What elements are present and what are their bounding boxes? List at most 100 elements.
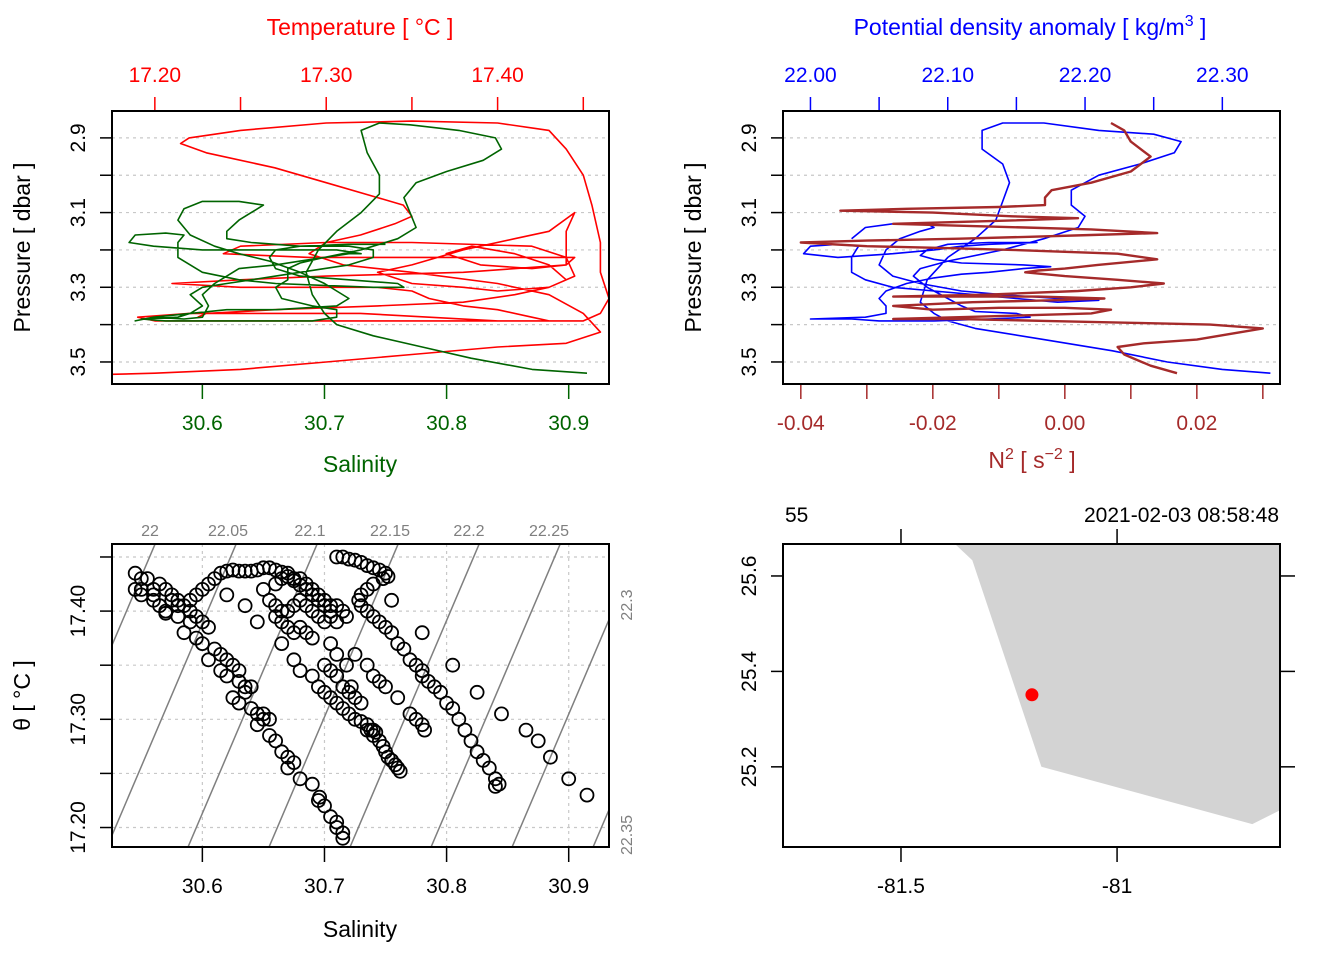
ts-point	[457, 722, 473, 738]
pressure-tick-label: 3.1	[67, 198, 90, 227]
ts-point	[292, 771, 308, 787]
ts-point	[414, 625, 430, 641]
isopycnal-label: 22.25	[529, 523, 569, 540]
ts-point	[543, 749, 558, 765]
ts-point	[280, 603, 296, 619]
isopycnal-label: 22.05	[208, 523, 248, 540]
ts-point	[353, 695, 369, 711]
density-axis-title-main: Potential density anomaly [ kg/m	[854, 14, 1185, 40]
ts-point	[170, 598, 186, 614]
ts-x-tick-label: 30.9	[548, 875, 589, 898]
isopycnal-label: 22.2	[453, 523, 484, 540]
ts-point	[392, 763, 408, 779]
bottom_axis-tick-label: 30.6	[182, 412, 223, 435]
ts-point	[329, 814, 345, 830]
isopycnal-line	[349, 544, 481, 847]
density-axis-title-sup: 3	[1185, 13, 1194, 30]
ts-point	[339, 657, 354, 673]
ts-point	[329, 668, 345, 684]
ts-point	[201, 619, 216, 635]
ts-point	[335, 825, 351, 841]
ts-point	[445, 657, 461, 673]
ts-point	[170, 609, 186, 624]
ts-point	[292, 663, 308, 678]
isopycnal-line	[268, 544, 399, 847]
density-axis-title-end: ]	[1194, 14, 1207, 40]
ts-point	[390, 690, 406, 706]
ts-point	[323, 636, 339, 651]
lat-tick-label: 25.4	[738, 651, 761, 692]
density-profile-line	[802, 122, 1271, 374]
ts-point	[347, 552, 363, 568]
pressure-tick-label: 3.5	[738, 347, 761, 376]
pressure-tick-label: 2.9	[67, 123, 90, 152]
n2-axis-title-sup: 2	[1005, 446, 1014, 463]
top_axis-tick-label: 22.00	[784, 64, 837, 87]
ts-point	[231, 695, 247, 711]
isopycnal-label: 22.35	[619, 815, 636, 855]
ts-point	[329, 614, 345, 630]
ts-x-axis-title: Salinity	[323, 916, 398, 942]
n2-axis-title-end: ]	[1063, 447, 1076, 473]
ts-point	[396, 641, 412, 657]
panel-ts-diagram-frame	[111, 543, 610, 848]
ts-point	[414, 663, 430, 678]
ts-point	[365, 722, 381, 738]
isopycnal-label: 22.3	[619, 589, 636, 620]
pressure-tick-label: 3.3	[738, 273, 761, 302]
ts-point	[249, 614, 265, 630]
ts-point	[237, 598, 253, 614]
pressure-tick-label: 3.1	[738, 198, 761, 227]
ts-point	[133, 582, 149, 597]
ts-point	[347, 711, 363, 727]
bottom_axis-tick-label: -0.04	[777, 412, 825, 435]
n2-axis-title-sup2: −2	[1045, 446, 1063, 463]
ts-point	[312, 789, 328, 805]
ts-y-tick-label: 17.40	[67, 585, 90, 638]
isopycnal-line	[592, 807, 609, 847]
isopycnal-label: 22	[141, 523, 159, 540]
ts-point	[487, 779, 503, 794]
pressure-axis-title: Pressure [ dbar ]	[680, 162, 706, 332]
panel-station-map: -81.5 -81 25.2 25.4 25.6 55 2021-02-03 08:58:4…	[738, 504, 1295, 898]
salinity-axis-title: Salinity	[323, 451, 398, 477]
pressure-axis-title: Pressure [ dbar ]	[9, 162, 35, 332]
ts-point	[133, 571, 149, 586]
ts-point	[304, 776, 320, 792]
ts-point	[219, 587, 235, 603]
station-marker	[1025, 688, 1039, 702]
top_axis-tick-label: 17.30	[300, 64, 353, 87]
top_axis-tick-label: 17.20	[129, 64, 182, 87]
ts-point	[139, 571, 155, 586]
ts-point	[335, 830, 351, 846]
bottom_axis-tick-label: -0.02	[909, 412, 957, 435]
pressure-tick-label: 3.5	[67, 347, 90, 376]
ts-point	[194, 636, 210, 651]
temperature-profile-line	[112, 120, 609, 376]
land-polygon	[955, 544, 1280, 825]
top_axis-tick-label: 22.10	[921, 64, 974, 87]
top_axis-tick-label: 17.40	[471, 64, 524, 87]
panel-density-profile: 2.9 3.1 3.3 3.5 Pressure [ dbar ] 22.00 22.10 2…	[680, 13, 1281, 473]
station-id-label: 55	[785, 504, 808, 527]
ts-point	[433, 684, 448, 700]
ts-point	[237, 679, 253, 695]
ts-point	[494, 706, 509, 722]
ts-point	[231, 663, 247, 678]
bottom_axis-tick-label: 30.8	[426, 412, 467, 435]
ts-point	[268, 733, 284, 749]
ts-point	[274, 636, 290, 651]
ts-point	[317, 798, 332, 814]
ts-point	[390, 760, 406, 776]
ts-point	[378, 679, 393, 695]
ts-point	[530, 733, 546, 749]
isopycnal-line	[511, 617, 609, 847]
ts-y-tick-label: 17.20	[67, 801, 90, 854]
lat-tick-label: 25.6	[738, 556, 761, 597]
isopycnal-line	[112, 544, 156, 648]
ts-point	[561, 771, 577, 787]
n2-axis-title-main: N	[988, 447, 1005, 473]
ts-point	[323, 598, 339, 614]
panel-ts-diagram: 30.6 30.7 30.8 30.9 17.20 17.30 17.40 Salinity θ…	[9, 523, 636, 942]
